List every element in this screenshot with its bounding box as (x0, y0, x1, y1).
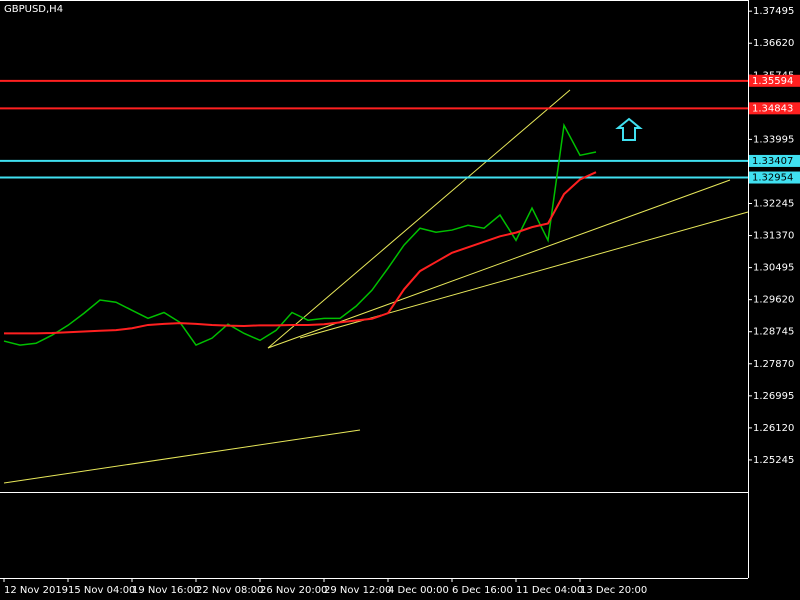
y-tick-label: 1.29620 (753, 295, 794, 306)
trend-line (267, 179, 731, 349)
y-tick-label: 1.33995 (753, 134, 794, 145)
x-tick-label: 13 Dec 20:00 (580, 585, 647, 596)
price-label: 1.32954 (752, 173, 793, 184)
moving-average (4, 171, 597, 335)
price-label: 1.35594 (752, 76, 793, 87)
price-label-box (749, 171, 800, 184)
x-tick-label: 19 Nov 16:00 (132, 585, 199, 596)
x-tick-label: 4 Dec 00:00 (388, 585, 449, 596)
price-label-box (749, 154, 800, 167)
price-label: 1.33407 (752, 156, 793, 167)
x-tick-label: 11 Dec 04:00 (516, 585, 583, 596)
trend-line (3, 429, 361, 484)
price-label-box (749, 102, 800, 115)
y-tick-label: 1.36620 (753, 38, 794, 49)
price-label: 1.34843 (752, 103, 793, 114)
x-tick-label: 26 Nov 20:00 (260, 585, 327, 596)
x-tick-label: 29 Nov 12:00 (324, 585, 391, 596)
y-tick-label: 1.25245 (753, 455, 794, 466)
x-tick-label: 12 Nov 2019 (4, 585, 68, 596)
chart-title: GBPUSD,H4 (4, 4, 63, 15)
y-tick-label: 1.27870 (753, 359, 794, 370)
y-tick-label: 1.26995 (753, 391, 794, 402)
y-tick-label: 1.31370 (753, 231, 794, 242)
buy-arrow (615, 117, 643, 141)
x-tick-label: 22 Nov 08:00 (196, 585, 263, 596)
y-tick-label: 1.32245 (753, 199, 794, 210)
trend-lines (3, 89, 749, 484)
x-tick-label: 6 Dec 16:00 (452, 585, 513, 596)
price-line (3, 122, 597, 347)
y-tick-label: 1.37495 (753, 6, 794, 17)
y-tick-label: 1.30495 (753, 263, 794, 274)
y-tick-label: 1.26120 (753, 423, 794, 434)
price-label-box (749, 74, 800, 87)
y-tick-label: 1.28745 (753, 327, 794, 338)
trend-line (267, 89, 571, 349)
x-tick-label: 15 Nov 04:00 (68, 585, 135, 596)
